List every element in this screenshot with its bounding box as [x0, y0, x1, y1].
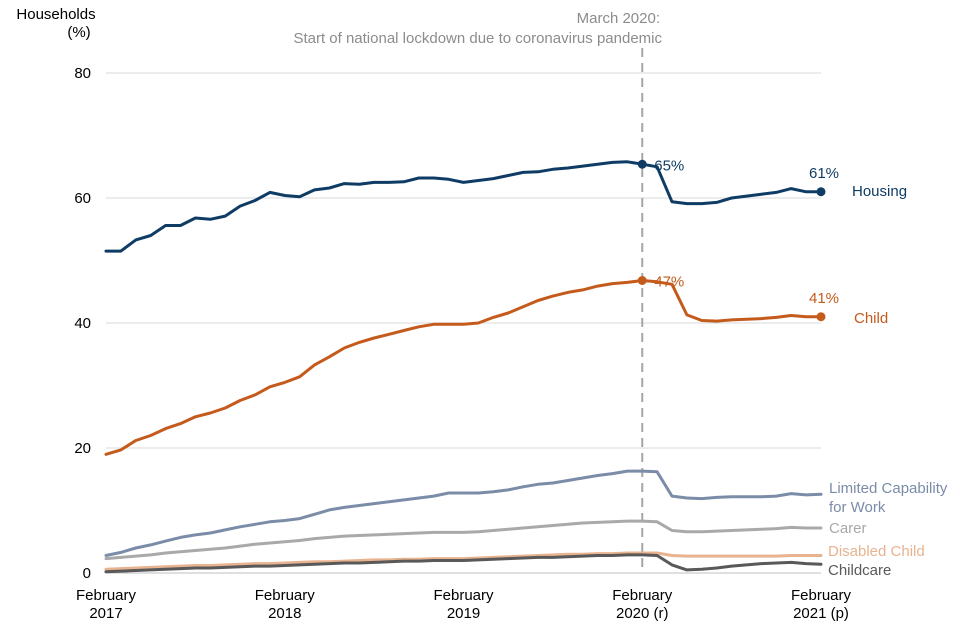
- series-line-4: [104, 551, 823, 571]
- data-label-1-0: 47%: [654, 274, 684, 291]
- x-axis-ticks: February2017February2018February2019Febr…: [76, 587, 852, 622]
- marker-0-1: [816, 187, 826, 197]
- series-label-2-1: for Work: [829, 499, 886, 516]
- series-label-1-0: Child: [854, 310, 888, 327]
- annotation-subtitle: Start of national lockdown due to corona…: [293, 30, 662, 47]
- x-tick-label-1-line1: February: [255, 587, 316, 604]
- y-tick-label-20: 20: [74, 440, 91, 457]
- x-tick-label-3-line2: 2020 (r): [616, 605, 669, 622]
- x-tick-label-3-line1: February: [612, 587, 673, 604]
- series-labels: Housing Child Limited Capability for Work Ca…: [828, 183, 948, 579]
- series-line-0: [104, 160, 823, 253]
- series-label-0-0: Housing: [852, 183, 907, 200]
- y-tick-label-0: 0: [83, 565, 91, 582]
- x-tick-label-2-line2: 2019: [447, 605, 480, 622]
- x-tick-label-0-line1: February: [76, 587, 137, 604]
- y-axis-label-line1: Households: [16, 6, 95, 23]
- y-axis-ticks: 0 20 40 60 80: [74, 65, 91, 582]
- y-tick-label-60: 60: [74, 190, 91, 207]
- x-tick-label-2-line1: February: [433, 587, 494, 604]
- marker-1-0: [637, 276, 647, 285]
- x-tick-label-4-line1: February: [791, 587, 852, 604]
- series-label-4-0: Disabled Child: [828, 543, 925, 560]
- x-tick-label-1-line2: 2018: [268, 605, 301, 622]
- series-line-3: [104, 519, 823, 561]
- x-tick-label-0-line2: 2017: [89, 605, 122, 622]
- series-label-3-0: Carer: [829, 520, 867, 537]
- y-axis-label-line2: (%): [67, 24, 90, 41]
- data-markers: 65% 61% 47% 41%: [637, 157, 839, 322]
- data-label-0-0: 65%: [654, 157, 684, 174]
- data-label-1-1: 41%: [809, 290, 839, 307]
- marker-0-0: [637, 159, 647, 169]
- series-line-5: [104, 553, 823, 574]
- y-tick-label-40: 40: [74, 315, 91, 332]
- series-line-2: [104, 469, 823, 557]
- annotation-title: March 2020:: [577, 10, 660, 27]
- series-line-1: [104, 279, 823, 456]
- series-label-2-0: Limited Capability: [829, 480, 948, 497]
- x-tick-label-4-line2: 2021 (p): [793, 605, 849, 622]
- y-tick-label-80: 80: [74, 65, 91, 82]
- data-label-0-1: 61%: [809, 165, 839, 182]
- marker-1-1: [816, 312, 826, 322]
- series-label-5-0: Childcare: [828, 562, 891, 579]
- series-lines: [104, 160, 823, 574]
